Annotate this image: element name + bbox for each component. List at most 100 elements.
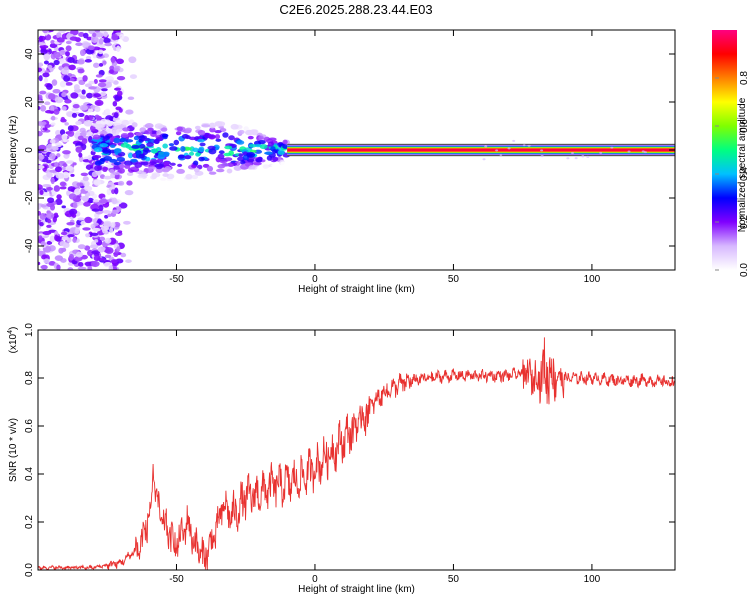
spectral-blob: [66, 190, 71, 196]
spectral-blob: [63, 75, 71, 82]
spectral-blob: [83, 32, 89, 39]
spectral-blob: [641, 150, 645, 153]
spectrogram-y-tick-label: 0: [24, 147, 35, 153]
spectral-blob: [68, 64, 76, 71]
spectral-blob: [154, 123, 164, 129]
spectral-blob: [72, 162, 77, 166]
spectral-blob: [113, 164, 121, 170]
spectral-blob: [176, 168, 185, 174]
spectral-blob: [282, 144, 289, 149]
spectral-blob: [104, 214, 109, 219]
spectral-blob: [56, 37, 65, 43]
spectral-blob: [81, 130, 87, 137]
spectral-blob: [206, 165, 214, 172]
spectral-blob: [218, 150, 225, 155]
snr-x-tick-label: -50: [169, 574, 184, 585]
spectral-blob: [574, 157, 578, 160]
spectral-blob: [94, 30, 100, 33]
spectral-blob: [177, 163, 183, 168]
spectral-blob: [83, 201, 91, 207]
spectral-blob: [84, 83, 93, 88]
spectral-blob: [93, 165, 102, 172]
spectral-blob: [244, 162, 251, 167]
spectral-blob: [277, 149, 285, 155]
spectral-blob: [112, 171, 121, 176]
spectral-blob: [77, 261, 84, 267]
spectral-blob: [118, 108, 123, 113]
spectral-blob: [162, 143, 169, 149]
spectral-blob: [92, 199, 100, 203]
spectral-blob: [113, 161, 122, 166]
spectral-blob: [248, 165, 256, 170]
spectral-blob: [115, 58, 124, 65]
spectral-blob: [91, 250, 101, 255]
spectral-blob: [280, 161, 286, 166]
snr-x-axis-label: Height of straight line (km): [298, 584, 415, 595]
spectral-blob: [98, 79, 107, 83]
spectral-blob: [111, 209, 120, 214]
spectral-blob: [124, 190, 134, 196]
spectral-blob: [54, 234, 59, 242]
spectral-blob: [59, 186, 67, 190]
spectral-blob: [150, 148, 157, 153]
spectral-blob: [207, 134, 216, 140]
spectral-blob: [115, 119, 122, 124]
spectral-blob: [272, 157, 279, 162]
spectral-blob: [40, 240, 46, 247]
spectral-blob: [100, 225, 110, 231]
spectral-blob: [223, 152, 232, 157]
spectral-blob: [59, 181, 67, 187]
spectral-blob: [43, 53, 51, 61]
spectral-blob: [76, 59, 85, 65]
spectral-blob: [43, 258, 50, 264]
spectral-blob: [78, 32, 85, 38]
spectral-blob: [112, 100, 118, 107]
spectral-blob: [194, 167, 200, 173]
spectral-blob: [51, 190, 57, 196]
spectral-blob: [125, 139, 134, 143]
spectral-blob: [272, 149, 278, 154]
spectral-blob: [117, 230, 123, 234]
spectral-blob: [117, 167, 125, 174]
spectral-blob: [105, 164, 115, 169]
spectral-blob: [77, 266, 87, 270]
spectral-blob: [38, 42, 46, 46]
spectral-blob: [240, 160, 246, 165]
spectral-blob: [106, 128, 113, 133]
spectral-blob: [39, 213, 47, 220]
snr-y-tick-label: 1.0: [24, 323, 35, 337]
spectral-blob: [65, 40, 72, 45]
snr-x-tick-label: 0: [312, 574, 318, 585]
spectral-blob: [125, 144, 132, 149]
spectral-blob: [168, 143, 175, 147]
spectral-blob: [77, 68, 85, 74]
spectral-blob: [100, 91, 107, 97]
spectral-blob: [87, 265, 93, 270]
spectral-blob: [49, 235, 56, 243]
spectral-blob: [99, 198, 108, 204]
spectral-blob: [233, 165, 242, 171]
spectral-blob: [194, 125, 201, 130]
spectral-blob: [93, 255, 101, 262]
spectral-blob: [61, 205, 66, 209]
spectral-blob: [566, 157, 570, 160]
spectral-blob: [197, 129, 206, 136]
spectral-blob: [113, 148, 122, 154]
spectral-blob: [214, 129, 222, 134]
spectral-blob: [185, 127, 192, 133]
spectral-blob: [92, 227, 101, 232]
spectral-blob: [586, 155, 590, 158]
spectral-blob: [102, 166, 108, 173]
snr-series-line: [38, 337, 675, 570]
spectral-blob: [44, 101, 51, 106]
spectral-blob: [42, 230, 52, 236]
spectral-blob: [127, 152, 134, 159]
spectral-blob: [87, 45, 95, 51]
spectrogram-x-axis-label: Height of straight line (km): [298, 284, 415, 295]
spectral-blob: [164, 165, 171, 172]
spectral-blob: [125, 259, 132, 263]
spectral-blob: [46, 171, 53, 178]
spectral-blob: [507, 147, 511, 150]
spectral-blob: [46, 187, 53, 191]
